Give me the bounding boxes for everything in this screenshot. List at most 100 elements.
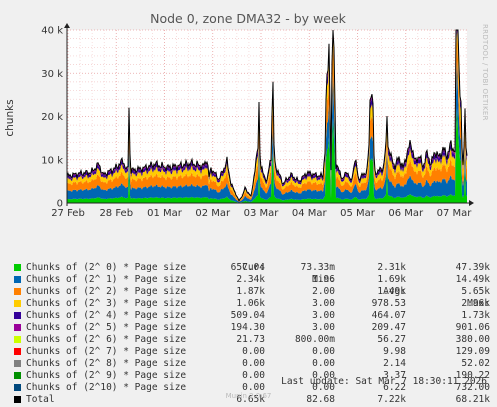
legend-label: Chunks of (2^ 3) * Page size <box>26 298 187 309</box>
legend-min: 3.00 <box>312 310 335 321</box>
legend-cur: 6.65k <box>236 394 265 405</box>
legend-header: Cur: Min: Avg: Max: <box>12 250 490 309</box>
legend-max: 732.00 <box>455 382 490 393</box>
legend-swatch <box>14 396 21 403</box>
legend-row: Chunks of (2^ 3) * Page size 1.06k 3.00 978… <box>12 298 490 310</box>
legend-swatch <box>14 324 21 331</box>
legend-label: Total <box>26 394 55 405</box>
series-area <box>67 30 467 203</box>
legend-row: Chunks of (2^ 5) * Page size 194.30 3.00 20… <box>12 322 490 334</box>
legend-row: Chunks of (2^ 7) * Page size 0.00 0.00 9.98… <box>12 346 490 358</box>
legend-avg: 56.27 <box>377 334 406 345</box>
y-tick-label: 40 k <box>41 26 63 37</box>
legend-label: Chunks of (2^ 0) * Page size <box>26 262 187 273</box>
legend-max: 380.00 <box>455 334 490 345</box>
legend-swatch <box>14 312 21 319</box>
legend-max: 129.09 <box>455 346 490 357</box>
legend-max: 68.21k <box>455 394 490 405</box>
legend-min: 3.00 <box>312 298 335 309</box>
legend-min: 1.96 <box>312 274 335 285</box>
legend-max: 47.39k <box>455 262 490 273</box>
legend-max: 1.73k <box>461 310 490 321</box>
legend-max: 5.65k <box>461 286 490 297</box>
legend-row: Chunks of (2^ 1) * Page size 2.34k 1.96 1.6… <box>12 274 490 286</box>
series-area <box>67 60 467 203</box>
legend-col-max: Max: <box>467 298 490 309</box>
legend-label: Chunks of (2^ 7) * Page size <box>26 346 187 357</box>
total-line <box>66 29 468 203</box>
legend-min: 0.00 <box>312 346 335 357</box>
legend-label: Chunks of (2^10) * Page size <box>26 382 187 393</box>
legend-row: Chunks of (2^ 2) * Page size 1.87k 2.00 1.4… <box>12 286 490 298</box>
legend-swatch <box>14 276 21 283</box>
legend-swatch <box>14 336 21 343</box>
legend-avg: 2.31k <box>377 262 406 273</box>
legend-avg: 2.14 <box>383 358 406 369</box>
legend-avg: 464.07 <box>371 310 406 321</box>
x-tick-label: 28 Feb <box>99 208 133 219</box>
legend-avg: 1.69k <box>377 274 406 285</box>
legend-max: 2.96k <box>461 298 490 309</box>
legend-swatch <box>14 288 21 295</box>
side-text: RRDTOOL / TOBI OETIKER <box>481 24 489 121</box>
legend-min: 2.00 <box>312 286 335 297</box>
y-tick-label: 30 k <box>41 69 63 80</box>
legend-swatch <box>14 360 21 367</box>
x-tick-label: 02 Mar <box>195 208 231 219</box>
x-tick-label: 07 Mar <box>437 208 473 219</box>
legend-label: Chunks of (2^ 2) * Page size <box>26 286 187 297</box>
legend-row: Chunks of (2^ 6) * Page size 21.73 800.00m… <box>12 334 490 346</box>
legend-col-min: Min: <box>312 274 335 285</box>
x-tick-label: 05 Mar <box>340 208 376 219</box>
legend-cur: 0.00 <box>242 358 265 369</box>
legend-max: 901.06 <box>455 322 490 333</box>
legend-min: 800.00m <box>294 334 335 345</box>
legend-max: 52.02 <box>461 358 490 369</box>
legend-cur: 509.04 <box>230 310 265 321</box>
y-tick-label: 0 <box>57 199 63 210</box>
legend-row: Chunks of (2^ 9) * Page size 0.00 0.00 3.37… <box>12 370 490 382</box>
legend-avg: 1.49k <box>377 286 406 297</box>
legend-label: Chunks of (2^ 8) * Page size <box>26 358 187 369</box>
legend-cur: 0.00 <box>242 370 265 381</box>
legend-max: 190.22 <box>455 370 490 381</box>
legend-row: Chunks of (2^ 8) * Page size 0.00 0.00 2.14… <box>12 358 490 370</box>
legend-row: Chunks of (2^ 0) * Page size 657.04 73.33m… <box>12 262 490 274</box>
y-axis-label: chunks <box>4 99 16 136</box>
legend-cur: 1.87k <box>236 286 265 297</box>
data-areas <box>66 29 468 203</box>
legend-label: Chunks of (2^ 6) * Page size <box>26 334 187 345</box>
legend-row: Chunks of (2^ 4) * Page size 509.04 3.00 46… <box>12 310 490 322</box>
legend-cur: 1.06k <box>236 298 265 309</box>
legend-min: 0.00 <box>312 358 335 369</box>
legend-min: 73.33m <box>300 262 335 273</box>
legend-row: Total 6.65k 82.68 7.22k 68.21k <box>12 394 490 406</box>
legend-min: 82.68 <box>306 394 335 405</box>
legend-cur: 2.34k <box>236 274 265 285</box>
legend-avg: 978.53 <box>371 298 406 309</box>
legend-max: 14.49k <box>455 274 490 285</box>
x-tick-label: 01 Mar <box>147 208 183 219</box>
last-update: Last update: Sat Mar 7 18:30:11 2026 <box>281 376 487 387</box>
y-tick-label: 20 k <box>41 112 63 123</box>
legend-cur: 21.73 <box>236 334 265 345</box>
x-tick-label: 03 Mar <box>244 208 280 219</box>
legend-avg: 9.98 <box>383 346 406 357</box>
legend-col-cur: Cur: <box>242 262 265 273</box>
legend-cur: 194.30 <box>230 322 265 333</box>
y-axis-arrow <box>64 23 70 28</box>
legend-avg: 3.37 <box>383 370 406 381</box>
legend-swatch <box>14 300 21 307</box>
x-tick-label: 06 Mar <box>388 208 424 219</box>
x-tick-label: 27 Feb <box>51 208 85 219</box>
y-tick-label: 10 k <box>41 155 63 166</box>
legend-cur: 0.00 <box>242 382 265 393</box>
legend-avg: 209.47 <box>371 322 406 333</box>
x-tick-label: 04 Mar <box>292 208 328 219</box>
legend-row: Chunks of (2^10) * Page size 0.00 0.00 6.22… <box>12 382 490 394</box>
legend-avg: 6.22 <box>383 382 406 393</box>
legend-label: Chunks of (2^ 4) * Page size <box>26 310 187 321</box>
legend-cur: 0.00 <box>242 346 265 357</box>
legend-label: Chunks of (2^ 5) * Page size <box>26 322 187 333</box>
